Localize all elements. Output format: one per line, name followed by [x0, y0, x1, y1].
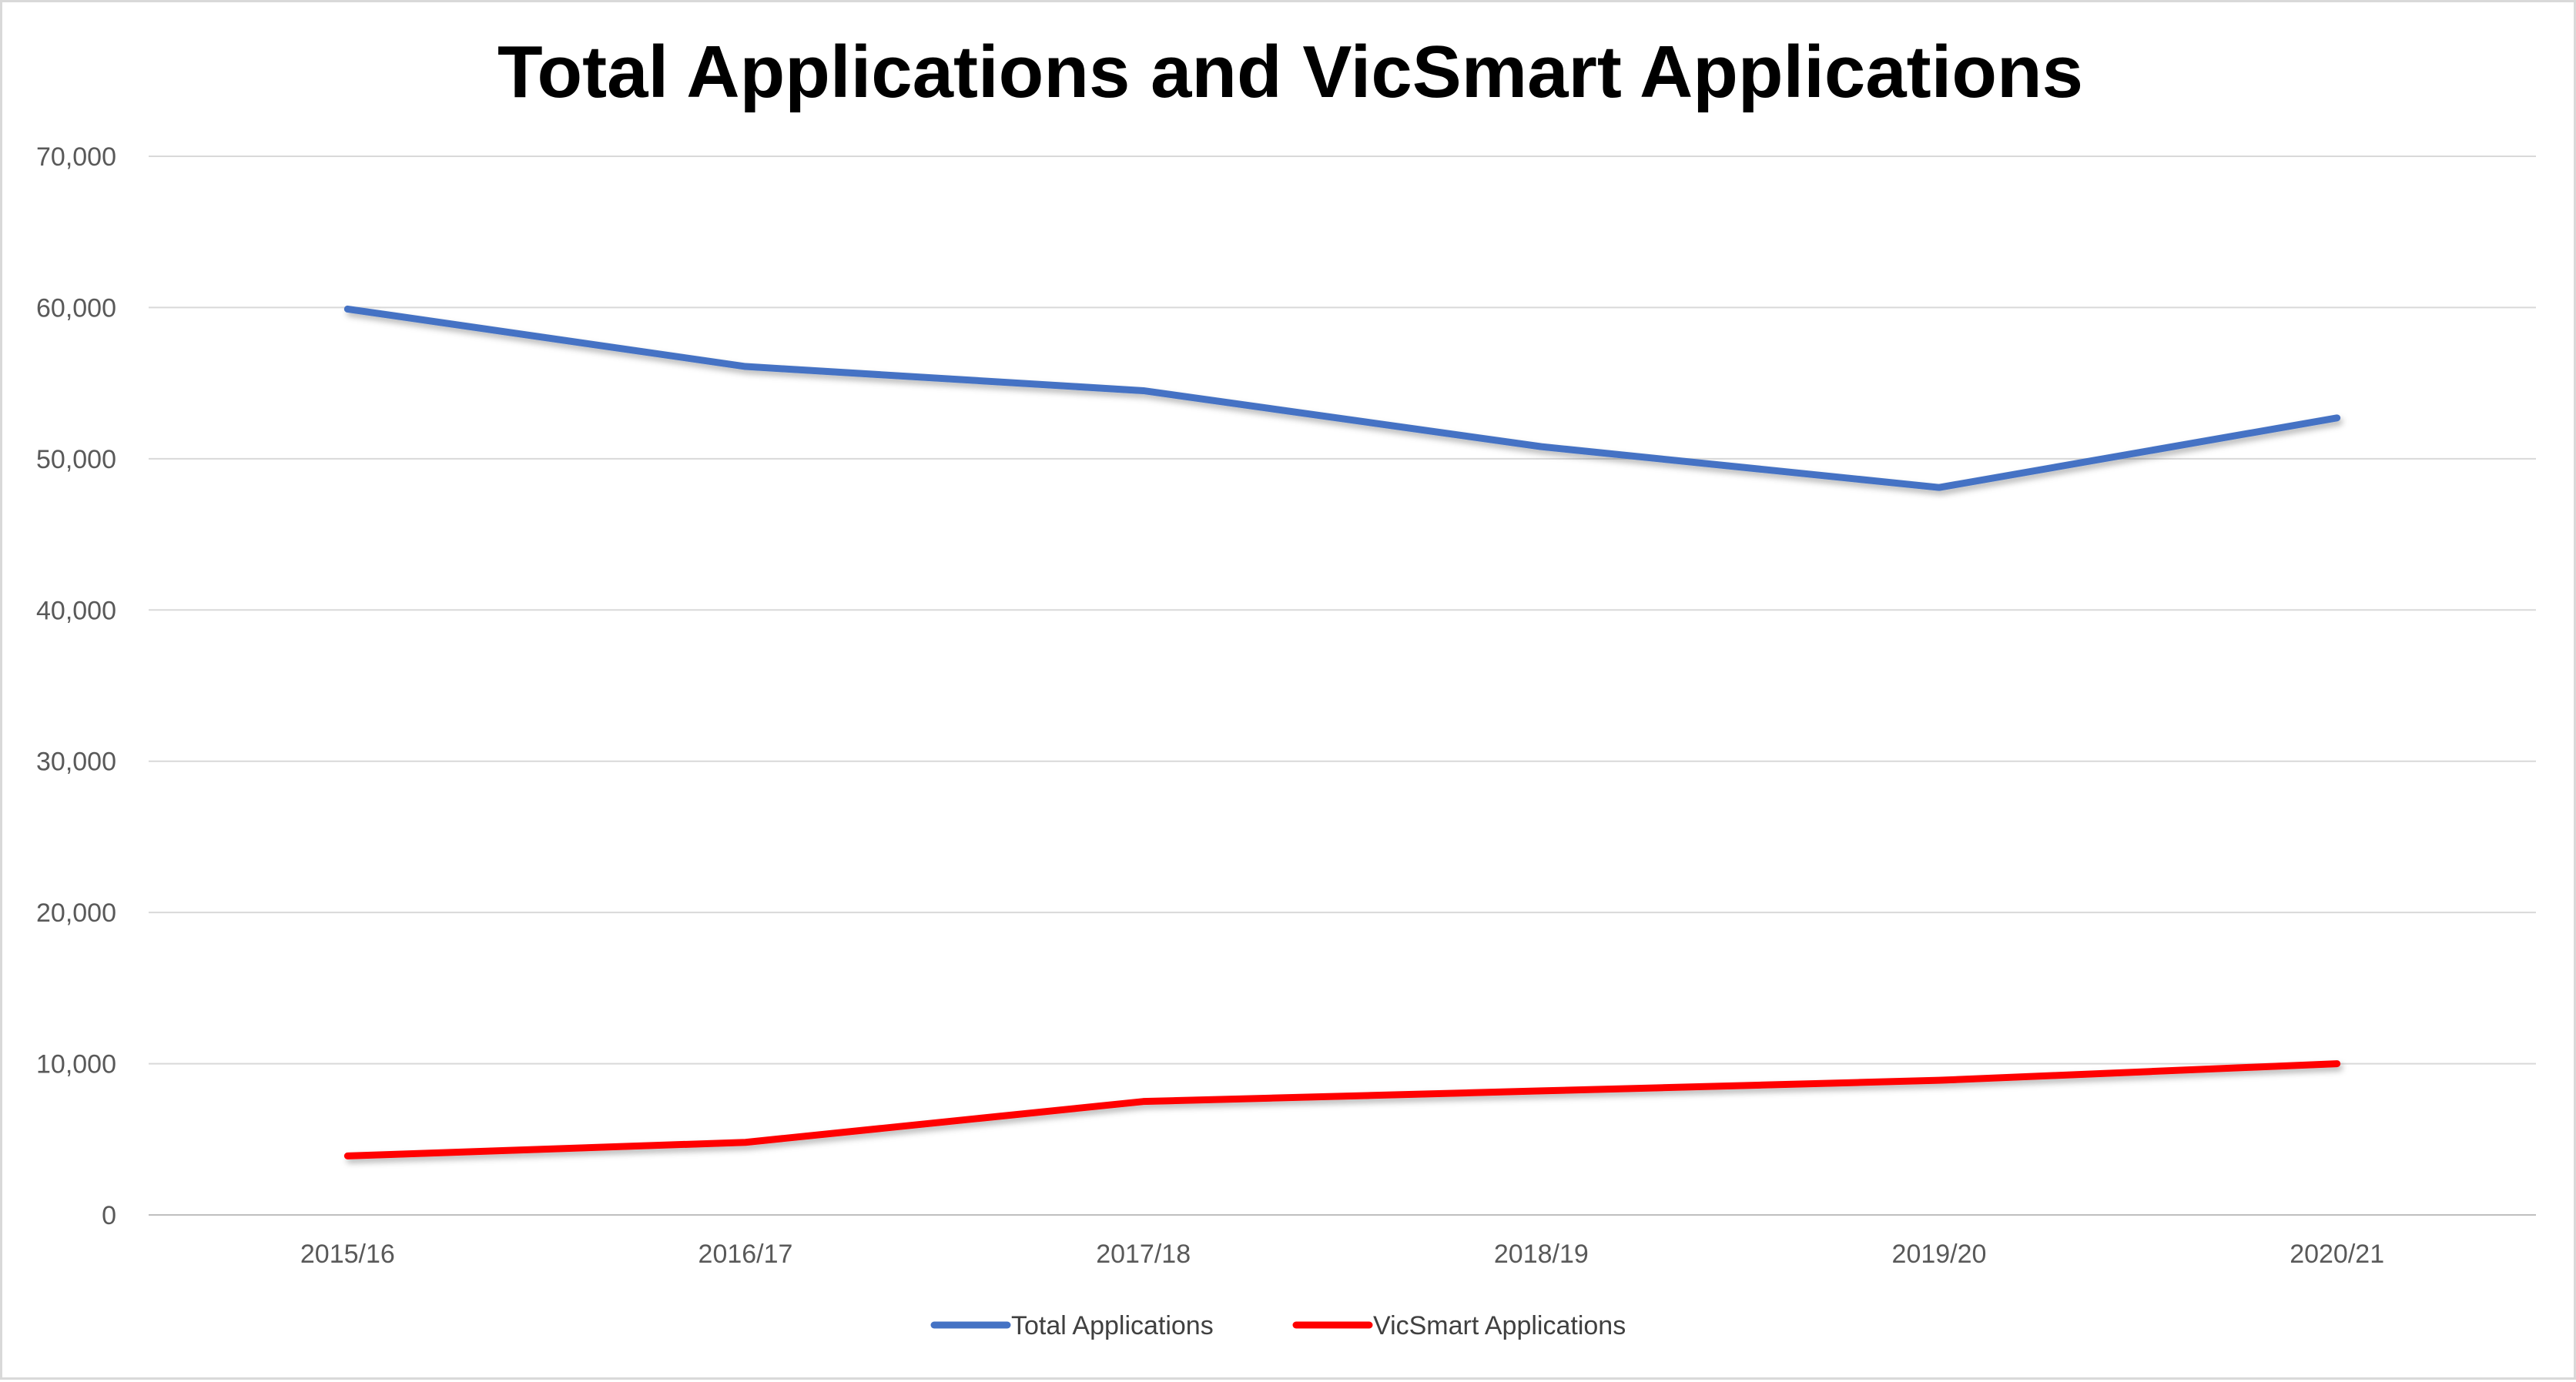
data-point: [1938, 487, 1940, 489]
data-point: [1540, 446, 1543, 448]
y-tick-label: 0: [102, 1201, 116, 1230]
x-tick-label: 2020/21: [2290, 1240, 2384, 1269]
x-tick-label: 2017/18: [1096, 1240, 1191, 1269]
y-tick-label: 40,000: [36, 596, 116, 625]
gridlines: [149, 156, 2536, 1216]
x-axis-tick-labels: 2015/16 2016/17 2017/18 2018/19 2019/20 2020/…: [300, 1240, 2384, 1269]
y-tick-label: 50,000: [36, 445, 116, 474]
legend-label: VicSmart Applications: [1373, 1311, 1626, 1340]
y-tick-label: 60,000: [36, 293, 116, 323]
x-tick-label: 2016/17: [698, 1240, 793, 1269]
y-tick-label: 10,000: [36, 1050, 116, 1079]
data-point: [1938, 1079, 1940, 1082]
series-lines: [343, 305, 2341, 1159]
y-tick-label: 70,000: [36, 142, 116, 172]
data-point: [2336, 1062, 2338, 1065]
data-point: [2336, 417, 2338, 419]
y-tick-label: 30,000: [36, 748, 116, 777]
data-point: [745, 366, 746, 368]
data-point: [347, 308, 349, 310]
data-point: [347, 1155, 349, 1157]
legend: Total Applications VicSmart Applications: [930, 1311, 1626, 1340]
series-line-total-applications: [343, 305, 2341, 491]
series-line-vicsmart-applications: [343, 1060, 2341, 1159]
y-tick-label: 20,000: [36, 898, 116, 928]
x-tick-label: 2018/19: [1494, 1240, 1589, 1269]
x-tick-label: 2019/20: [1892, 1240, 1987, 1269]
data-point: [745, 1141, 746, 1143]
data-point: [1540, 1089, 1543, 1092]
x-tick-label: 2015/16: [300, 1240, 395, 1269]
legend-label: Total Applications: [1011, 1311, 1214, 1340]
data-point: [1142, 390, 1144, 392]
data-point: [1142, 1100, 1144, 1103]
chart-title: Total Applications and VicSmart Applicat…: [497, 31, 2083, 113]
y-axis-tick-labels: 0 10,000 20,000 30,000 40,000 50,000 60,000 70,…: [36, 142, 116, 1230]
